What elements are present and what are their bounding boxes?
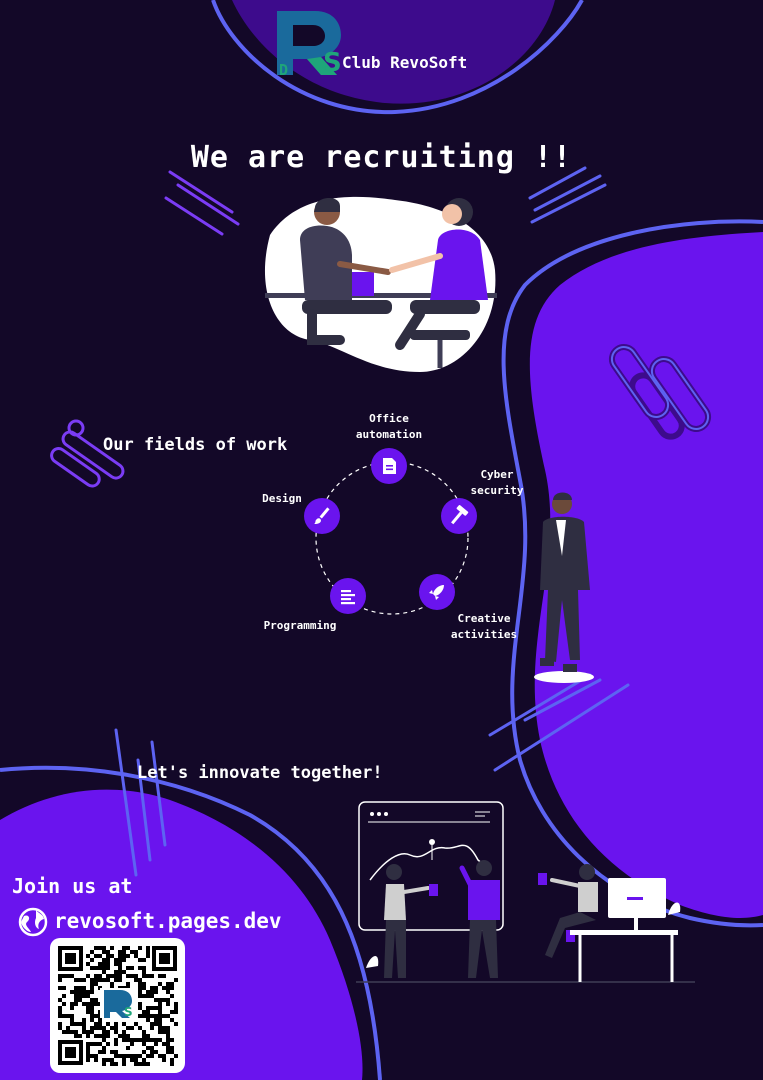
brand-name: Club RevoSoft bbox=[342, 53, 468, 72]
field-node-programming bbox=[330, 578, 366, 614]
line-accent-right-top bbox=[528, 166, 607, 224]
top-blob-outline bbox=[211, 0, 584, 115]
field-node-design bbox=[304, 498, 340, 534]
paintbrush-icon bbox=[314, 507, 330, 524]
bottom-left-blob-outline bbox=[0, 765, 382, 1080]
qr-code[interactable]: S bbox=[50, 938, 185, 1073]
handshake-illustration bbox=[264, 196, 497, 372]
field-label-programming: Programming bbox=[263, 619, 337, 632]
document-icon bbox=[383, 458, 396, 474]
field-label-office-automation: Office automation bbox=[355, 412, 423, 441]
qr-center-logo: S bbox=[100, 988, 134, 1019]
line-accent-bottom-left bbox=[114, 728, 167, 877]
qr-code-pattern: S bbox=[58, 946, 178, 1066]
field-node-cyber-security bbox=[441, 498, 477, 534]
line-accent-right-mid bbox=[488, 673, 630, 772]
qr-logo-text: S bbox=[124, 1005, 133, 1019]
globe-icon bbox=[18, 907, 48, 937]
line-accent-left-top bbox=[164, 170, 240, 236]
field-label-creative-activities: Creative activities bbox=[450, 612, 518, 641]
pill-accent-left bbox=[50, 419, 125, 488]
rocket-icon bbox=[429, 585, 444, 600]
svg-text:D: D bbox=[279, 61, 288, 79]
text-lines-icon bbox=[341, 590, 355, 605]
field-node-creative-activities bbox=[419, 574, 455, 610]
headline: We are recruiting !! bbox=[190, 140, 573, 175]
fields-title: Our fields of work bbox=[103, 435, 288, 455]
svg-text:S: S bbox=[323, 48, 342, 78]
tagline: Let's innovate together! bbox=[137, 763, 383, 783]
logo-mark: D S bbox=[277, 11, 342, 79]
pill-accent-right-outline bbox=[610, 346, 710, 430]
fields-ring bbox=[315, 461, 469, 615]
field-label-design: Design bbox=[262, 492, 302, 505]
hammer-icon bbox=[451, 505, 469, 525]
qr-finder-top-right bbox=[152, 946, 177, 971]
field-node-office-automation bbox=[371, 448, 407, 484]
field-label-cyber-security: Cyber security bbox=[470, 468, 524, 497]
qr-finder-top-left bbox=[58, 946, 83, 971]
team-whiteboard-illustration bbox=[356, 801, 695, 983]
standing-person-illustration bbox=[534, 492, 594, 683]
join-label: Join us at bbox=[12, 874, 133, 898]
qr-finder-bottom-left bbox=[58, 1040, 83, 1065]
website-link[interactable]: revosoft.pages.dev bbox=[54, 909, 282, 933]
